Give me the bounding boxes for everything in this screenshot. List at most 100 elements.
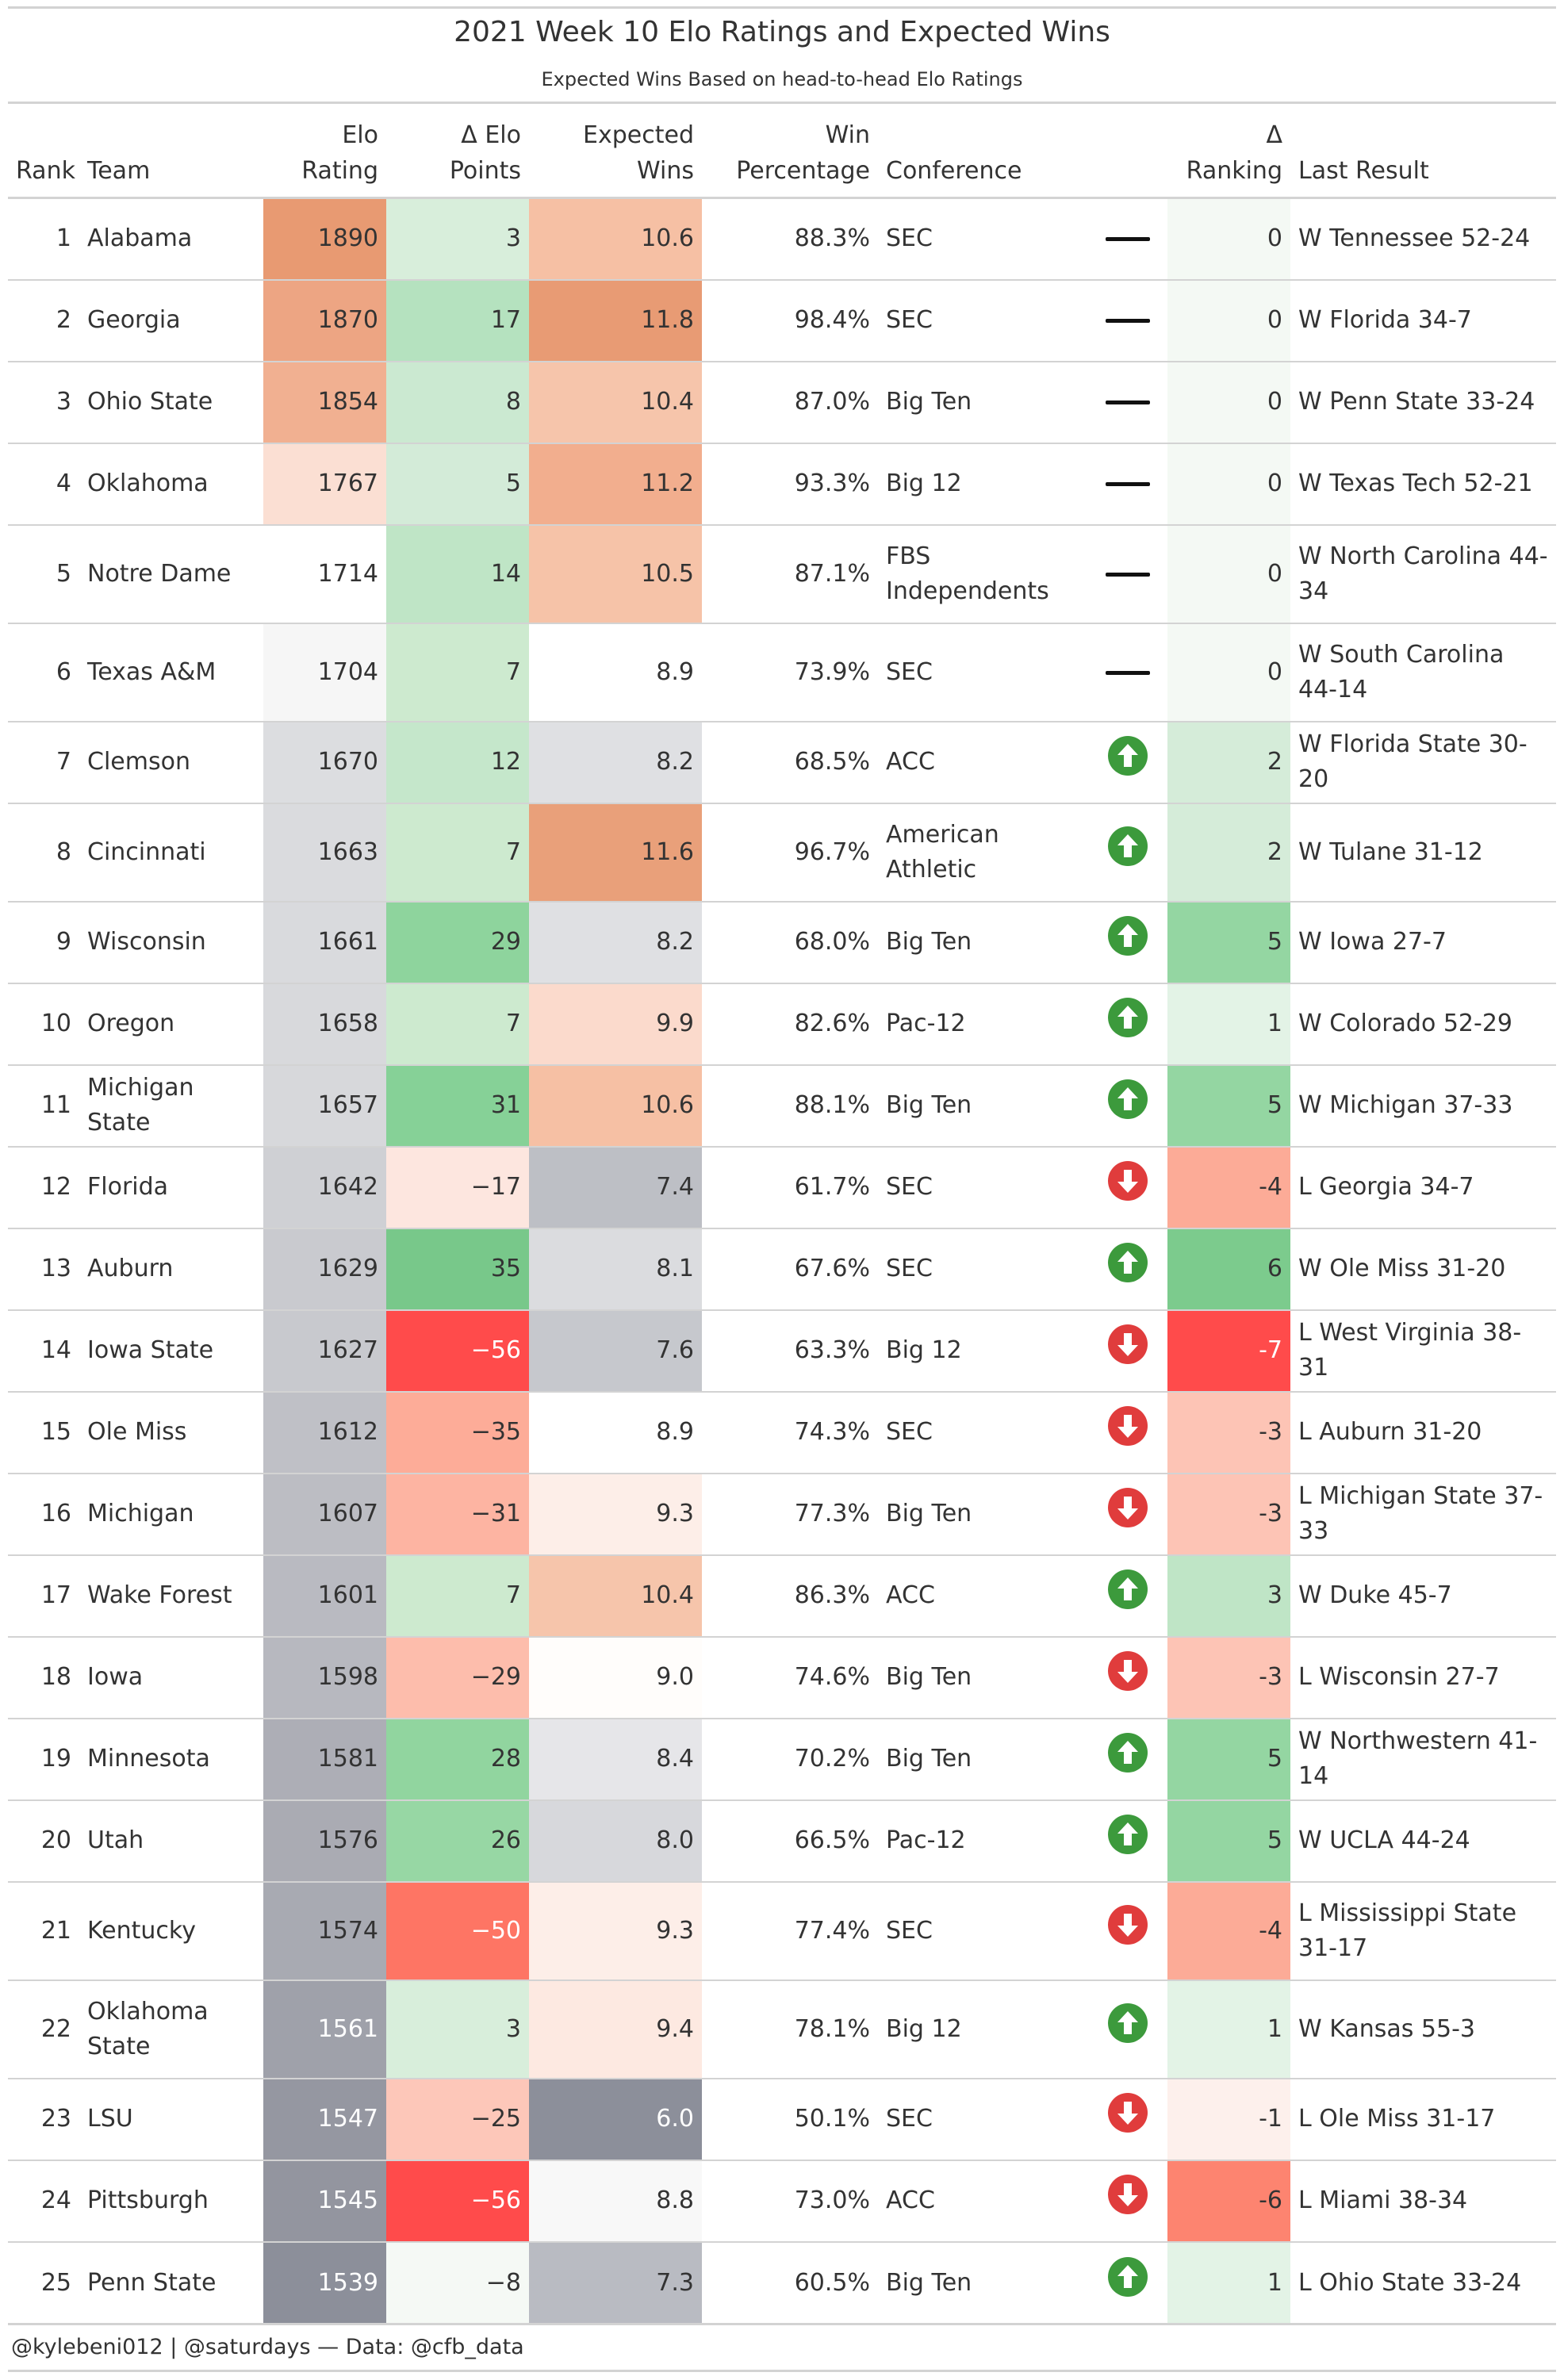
expected-wins-cell: 11.2 [529,442,702,525]
team-cell: Clemson [79,720,263,803]
win-pct-cell: 88.3% [702,197,878,280]
table-row: 22 Oklahoma State 1561 3 9.4 78.1% Big 12 1 W Ka… [8,1979,1556,2079]
rank-cell: 7 [8,720,79,803]
delta-rank-cell: -3 [1167,1390,1290,1474]
team-cell: Michigan State [79,1064,263,1147]
win-pct-cell: 60.5% [702,2240,878,2324]
rank-cell: 4 [8,442,79,525]
conference-cell: SEC [878,1880,1088,1980]
win-pct-cell: 78.1% [702,1979,878,2079]
arrow-up-icon [1107,1242,1148,1283]
elo-rating-cell: 1598 [263,1635,386,1719]
table-row: 8 Cincinnati 1663 7 11.6 96.7% American Athlet… [8,802,1556,902]
conference-cell: SEC [878,1227,1088,1310]
last-result-cell: L West Virginia 38-31 [1290,1309,1556,1392]
delta-rank-cell: -4 [1167,1880,1290,1980]
conference-cell: Big Ten [878,1472,1088,1555]
title-block: 2021 Week 10 Elo Ratings and Expected Wi… [0,0,1564,102]
arrow-up-icon [1107,2256,1148,2298]
team-cell: LSU [79,2077,263,2160]
expected-wins-cell: 8.4 [529,1717,702,1800]
team-cell: Michigan [79,1472,263,1555]
delta-rank-cell: 6 [1167,1227,1290,1310]
expected-wins-cell: 8.2 [529,720,702,803]
rank-cell: 19 [8,1717,79,1800]
team-cell: Oklahoma [79,442,263,525]
delta-rank-cell: 5 [1167,1064,1290,1147]
elo-rating-cell: 1629 [263,1227,386,1310]
team-cell: Texas A&M [79,622,263,722]
rank-cell: 8 [8,802,79,902]
conference-cell: ACC [878,1554,1088,1637]
elo-rating-cell: 1561 [263,1979,386,2079]
win-pct-cell: 50.1% [702,2077,878,2160]
last-result-cell: L Michigan State 37-33 [1290,1472,1556,1555]
expected-wins-cell: 10.4 [529,360,702,443]
team-cell: Kentucky [79,1880,263,1980]
conference-cell: Big Ten [878,900,1088,983]
rank-cell: 22 [8,1979,79,2079]
arrow-down-icon [1107,1160,1148,1201]
elo-rating-cell: 1612 [263,1390,386,1474]
expected-wins-cell: 10.6 [529,1064,702,1147]
col-expected-wins: Expected Wins [583,121,694,185]
delta-elo-cell: 17 [386,278,529,362]
team-cell: Ole Miss [79,1390,263,1474]
last-result-cell: W Colorado 52-29 [1290,982,1556,1065]
table-row: 5 Notre Dame 1714 14 10.5 87.1% FBS Independen… [8,523,1556,623]
win-pct-cell: 98.4% [702,278,878,362]
rank-cell: 20 [8,1799,79,1882]
arrow-down-icon [1107,2174,1148,2215]
team-cell: Iowa State [79,1309,263,1392]
conference-cell: Big Ten [878,1064,1088,1147]
team-cell: Penn State [79,2240,263,2324]
top-rule [8,6,1556,9]
elo-rating-cell: 1704 [263,622,386,722]
delta-elo-cell: 29 [386,900,529,983]
table-row: 13 Auburn 1629 35 8.1 67.6% SEC 6 W Ole Miss 31-… [8,1227,1556,1310]
elo-rating-cell: 1661 [263,900,386,983]
conference-cell: SEC [878,197,1088,280]
last-result-cell: L Georgia 34-7 [1290,1145,1556,1228]
delta-elo-cell: −56 [386,1309,529,1392]
table-row: 15 Ole Miss 1612 −35 8.9 74.3% SEC -3 L Auburn 3… [8,1390,1556,1474]
team-cell: Utah [79,1799,263,1882]
elo-rating-cell: 1890 [263,197,386,280]
arrow-up-icon [1107,826,1148,867]
arrow-down-icon [1107,1324,1148,1365]
dash-icon [1106,670,1150,675]
expected-wins-cell: 9.9 [529,982,702,1065]
delta-rank-cell: 3 [1167,1554,1290,1637]
team-cell: Minnesota [79,1717,263,1800]
delta-rank-cell: 5 [1167,900,1290,983]
trend-cell [1088,1717,1167,1800]
elo-rating-cell: 1670 [263,720,386,803]
rank-cell: 1 [8,197,79,280]
arrow-up-icon [1107,915,1148,956]
delta-elo-cell: 7 [386,1554,529,1637]
last-result-cell: W Michigan 37-33 [1290,1064,1556,1147]
last-result-cell: W Florida 34-7 [1290,278,1556,362]
rank-cell: 23 [8,2077,79,2160]
rank-cell: 6 [8,622,79,722]
delta-elo-cell: 31 [386,1064,529,1147]
table-row: 19 Minnesota 1581 28 8.4 70.2% Big Ten 5 W North… [8,1717,1556,1800]
expected-wins-cell: 9.4 [529,1979,702,2079]
win-pct-cell: 93.3% [702,442,878,525]
rank-cell: 17 [8,1554,79,1637]
delta-elo-cell: 14 [386,523,529,623]
dash-icon [1106,482,1150,486]
delta-elo-cell: −17 [386,1145,529,1228]
expected-wins-cell: 8.0 [529,1799,702,1882]
expected-wins-cell: 11.6 [529,802,702,902]
rank-cell: 5 [8,523,79,623]
arrow-up-icon [1107,1814,1148,1855]
trend-cell [1088,442,1167,525]
trend-cell [1088,622,1167,722]
col-elo: Elo Rating [301,121,378,185]
arrow-down-icon [1107,1904,1148,1945]
table-row: 16 Michigan 1607 −31 9.3 77.3% Big Ten -3 L Mich… [8,1472,1556,1555]
delta-rank-cell: -3 [1167,1472,1290,1555]
expected-wins-cell: 7.4 [529,1145,702,1228]
table-title: 2021 Week 10 Elo Ratings and Expected Wi… [454,16,1110,48]
